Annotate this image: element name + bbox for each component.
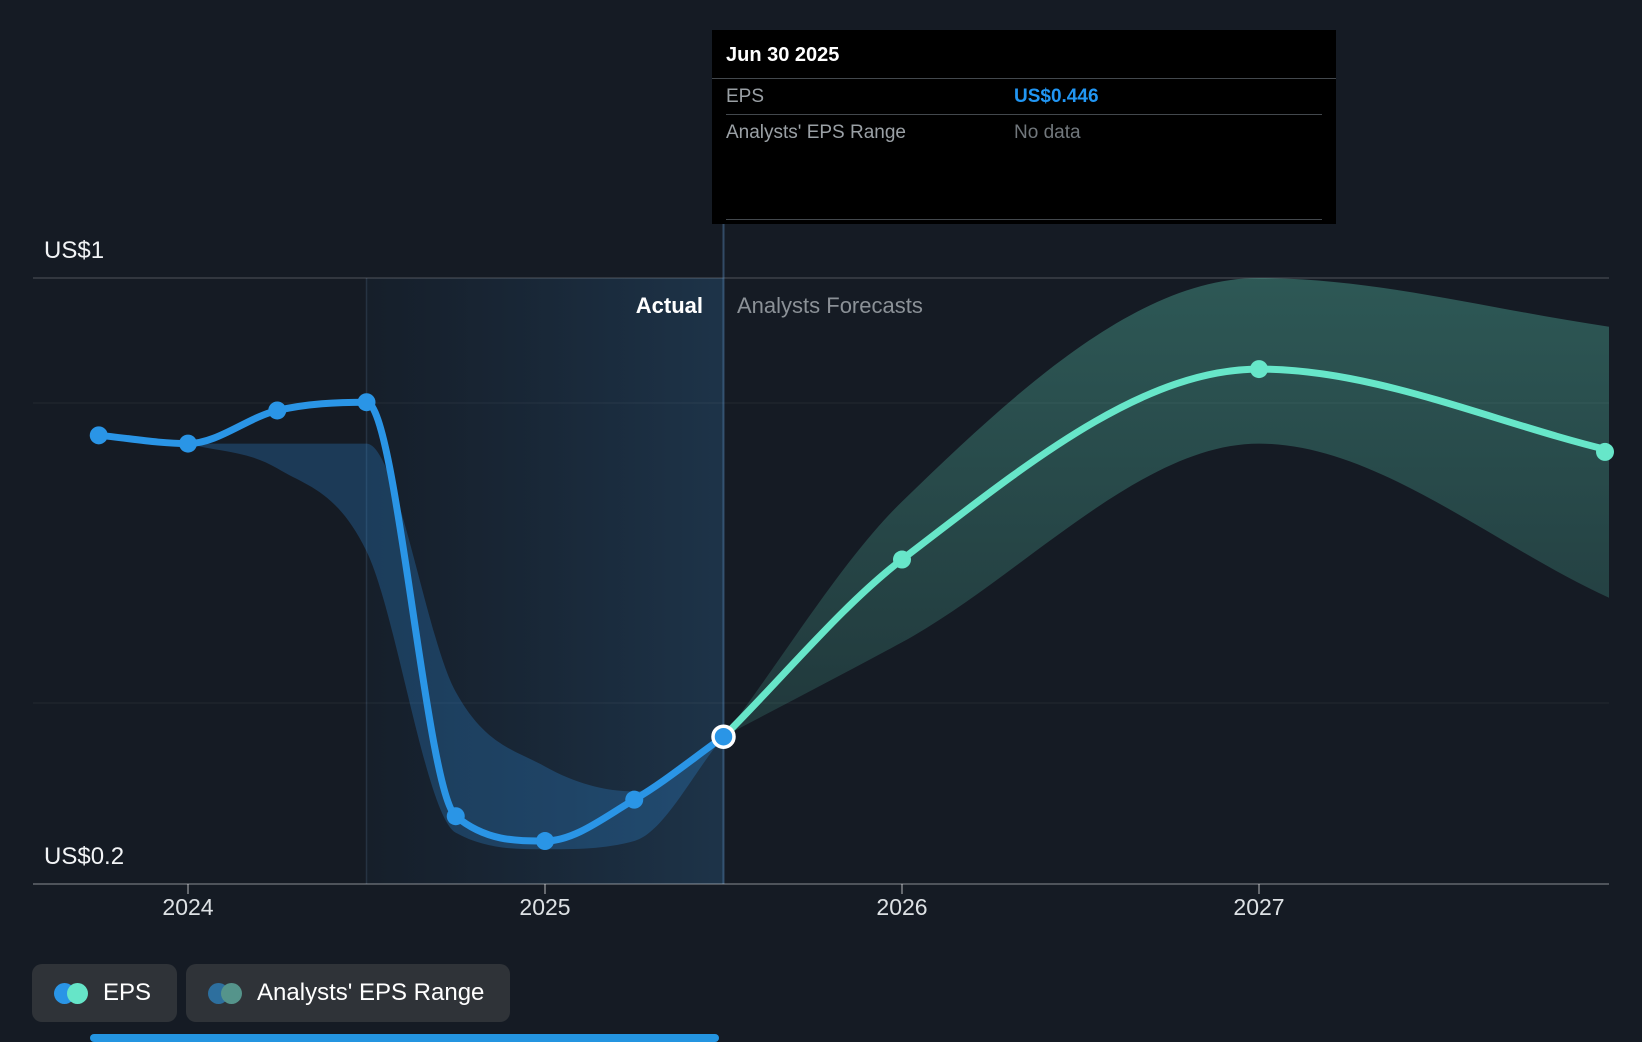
range-legend-dots-icon xyxy=(208,982,243,1004)
data-point-dot[interactable] xyxy=(179,434,197,453)
legend-item-analysts-eps-range[interactable]: Analysts' EPS Range xyxy=(186,964,511,1022)
tooltip-eps-row: EPS US$0.446 xyxy=(726,79,1322,115)
eps-actual-line xyxy=(95,398,727,845)
eps-forecast-line xyxy=(720,365,1609,741)
forecast-range-band xyxy=(723,278,1609,737)
tooltip-range-label: Analysts' EPS Range xyxy=(726,122,906,143)
tooltip-range-row: Analysts' EPS Range No data xyxy=(726,115,1322,150)
legend-range-label: Analysts' EPS Range xyxy=(257,979,485,1006)
data-point-dot[interactable] xyxy=(536,832,554,851)
y-axis-label-top: US$1 xyxy=(44,237,105,264)
actual-zone-label: Actual xyxy=(635,293,703,318)
x-axis-label-2026: 2026 xyxy=(876,894,928,920)
bottom-scroll-handle[interactable] xyxy=(90,1034,719,1042)
tooltip-range-value: No data xyxy=(1014,122,1081,143)
data-point-dot[interactable] xyxy=(268,401,287,420)
data-point-dot[interactable] xyxy=(446,807,465,826)
forecast-point-dot[interactable] xyxy=(893,550,911,569)
x-axis-label-2027: 2027 xyxy=(1233,894,1285,920)
actual-range-band xyxy=(188,443,724,850)
tooltip-bottom-divider xyxy=(726,219,1322,220)
legend-item-eps[interactable]: EPS xyxy=(32,964,178,1022)
y-axis-label-bottom: US$0.2 xyxy=(44,843,125,870)
data-point-dot[interactable] xyxy=(625,790,644,809)
x-axis-label-2024: 2024 xyxy=(162,894,214,920)
eps-legend-dots-icon xyxy=(54,982,88,1004)
forecast-point-dot[interactable] xyxy=(1596,442,1614,461)
data-point-dot[interactable] xyxy=(357,393,376,412)
tooltip-date: Jun 30 2025 xyxy=(712,30,1336,79)
latest-eps-dot[interactable] xyxy=(711,724,736,749)
tooltip-eps-value: US$0.446 xyxy=(1014,86,1099,107)
chart-legend: EPS Analysts' EPS Range xyxy=(32,964,511,1022)
tooltip-eps-label: EPS xyxy=(726,86,765,107)
x-axis-label-2025: 2025 xyxy=(519,894,571,920)
forecast-point-dot[interactable] xyxy=(1250,360,1268,379)
data-point-dot[interactable] xyxy=(89,426,108,445)
chart-tooltip: Jun 30 2025 EPS US$0.446 Analysts' EPS R… xyxy=(712,30,1336,224)
legend-eps-label: EPS xyxy=(103,979,152,1006)
forecast-zone-label: Analysts Forecasts xyxy=(737,293,923,318)
